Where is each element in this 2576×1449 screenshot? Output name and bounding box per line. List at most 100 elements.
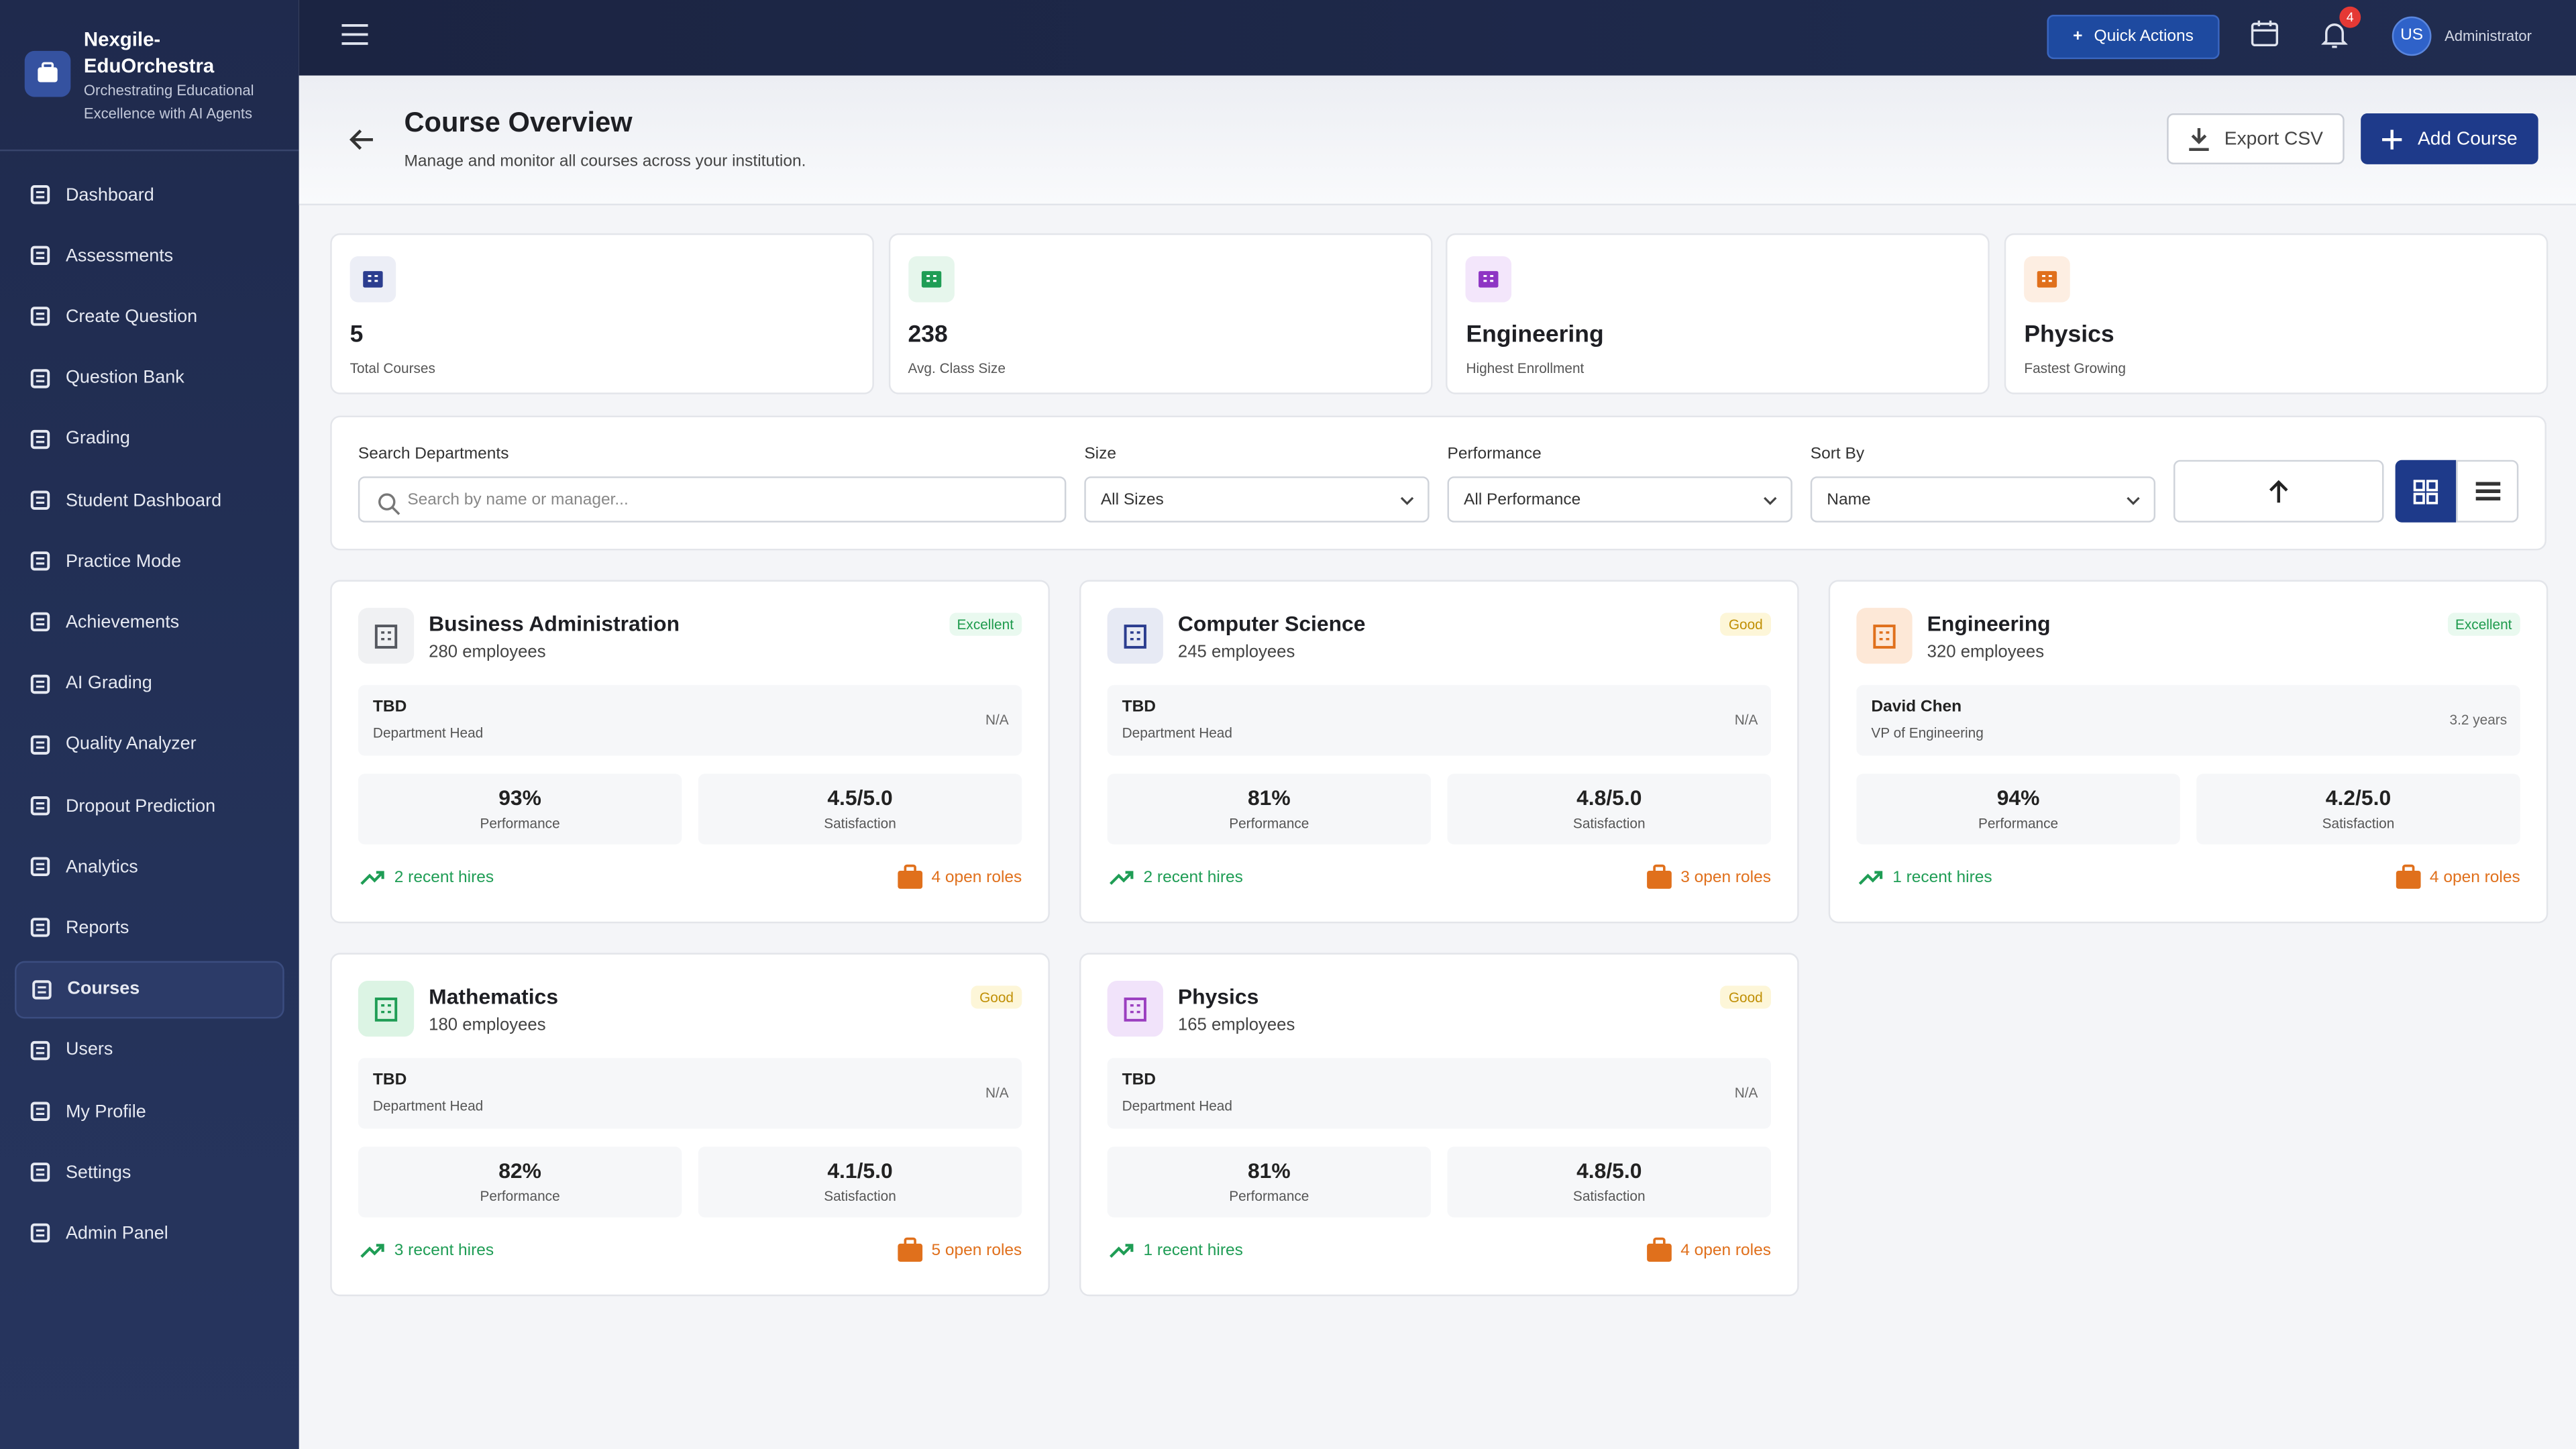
open-roles: 3 open roles: [1646, 864, 1771, 890]
sort-value: Name: [1827, 490, 1871, 508]
size-select[interactable]: All Sizes: [1084, 476, 1430, 523]
stat-icon: [1466, 256, 1513, 303]
nav-item[interactable]: Question Bank: [15, 350, 284, 407]
nav-icon: [30, 429, 50, 449]
list-view-button[interactable]: [2456, 460, 2519, 523]
performance-value: 81%: [1247, 785, 1291, 810]
trend-icon: [1858, 871, 1883, 885]
course-employees: 280 employees: [429, 642, 546, 662]
nav-item[interactable]: Dropout Prediction: [15, 777, 284, 835]
roles-label: 5 open roles: [931, 1241, 1022, 1260]
plus-icon: +: [2073, 28, 2083, 46]
nav-icon: [30, 246, 50, 266]
nav-item[interactable]: Achievements: [15, 594, 284, 651]
performance-select[interactable]: All Performance: [1447, 476, 1792, 523]
user-role: Administrator: [2445, 28, 2532, 45]
nav-item[interactable]: Assessments: [15, 227, 284, 284]
head-box: TBD Department Head N/A: [358, 685, 1022, 756]
nav-item[interactable]: Quality Analyzer: [15, 716, 284, 773]
performance-metric: 82% Performance: [358, 1146, 682, 1218]
performance-value: 94%: [1996, 785, 2040, 810]
recent-hires: 1 recent hires: [1109, 1240, 1243, 1260]
divider: [0, 149, 299, 152]
nav-item[interactable]: Admin Panel: [15, 1205, 284, 1263]
nav-item[interactable]: AI Grading: [15, 655, 284, 712]
hires-label: 3 recent hires: [394, 1241, 494, 1260]
avatar[interactable]: US: [2392, 16, 2432, 56]
nav-item[interactable]: Users: [15, 1022, 284, 1079]
course-card[interactable]: Business Administration 280 employees Exce…: [330, 580, 1050, 924]
nav-icon: [30, 796, 50, 816]
performance-label: Performance: [1229, 1187, 1309, 1205]
stat-icon: [908, 256, 955, 303]
head-tenure: N/A: [1734, 1084, 1758, 1101]
sort-select[interactable]: Name: [1810, 476, 2156, 523]
nav-item[interactable]: Analytics: [15, 838, 284, 896]
nav-item[interactable]: Dashboard: [15, 166, 284, 223]
add-label: Add Course: [2417, 129, 2518, 149]
stat-card: Physics Fastest Growing: [2004, 233, 2548, 394]
stat-card: 238 Avg. Class Size: [888, 233, 1432, 394]
brand-name: Nexgile-EduOrchestra: [83, 28, 215, 78]
export-csv-button[interactable]: Export CSV: [2167, 113, 2345, 164]
list-icon: [2475, 482, 2500, 500]
stat-label: Avg. Class Size: [908, 360, 1006, 376]
performance-label: Performance: [480, 1187, 560, 1205]
nav-item[interactable]: Reports: [15, 900, 284, 957]
sort-label: Sort By: [1810, 445, 1865, 464]
performance-label: Performance: [1229, 814, 1309, 832]
trend-icon: [360, 1244, 384, 1258]
nav-item[interactable]: Student Dashboard: [15, 472, 284, 529]
open-roles: 4 open roles: [897, 864, 1022, 890]
nav-icon: [30, 674, 50, 694]
open-roles: 5 open roles: [897, 1237, 1022, 1263]
menu-button[interactable]: [341, 23, 368, 46]
size-label: Size: [1084, 445, 1116, 464]
performance-value: 93%: [498, 785, 541, 810]
grid-view-button[interactable]: [2395, 460, 2457, 523]
nav-icon: [30, 1040, 50, 1060]
nav-label: Achievements: [65, 612, 180, 633]
stat-label: Fastest Growing: [2024, 360, 2126, 376]
briefcase-icon: [1646, 864, 1672, 889]
satisfaction-label: Satisfaction: [1572, 814, 1646, 832]
quick-actions-button[interactable]: + Quick Actions: [2047, 15, 2220, 60]
nav-item[interactable]: Courses: [15, 960, 284, 1018]
stat-value: Engineering: [1466, 322, 1604, 349]
stat-icon: [350, 256, 396, 303]
nav-item[interactable]: Grading: [15, 411, 284, 468]
chevron: [2127, 496, 2140, 505]
sort-direction-button[interactable]: [2174, 460, 2384, 523]
course-name: Mathematics: [429, 983, 559, 1009]
nav-item[interactable]: My Profile: [15, 1083, 284, 1140]
add-course-button[interactable]: Add Course: [2361, 113, 2538, 164]
brand-tagline: Orchestrating Educational Excellence wit…: [83, 82, 254, 121]
course-card[interactable]: Mathematics 180 employees Good TBD Departmen…: [330, 953, 1050, 1297]
nav-label: My Profile: [65, 1102, 146, 1122]
stat-icon: [2024, 256, 2070, 303]
nav-item[interactable]: Settings: [15, 1144, 284, 1201]
back-button[interactable]: [348, 128, 374, 151]
nav-label: Analytics: [65, 857, 138, 877]
recent-hires: 3 recent hires: [360, 1240, 494, 1260]
calendar-button[interactable]: [2251, 19, 2279, 48]
performance-label: Performance: [1978, 814, 2059, 832]
hires-label: 2 recent hires: [394, 868, 494, 887]
nav-item[interactable]: Practice Mode: [15, 533, 284, 590]
search-input[interactable]: Search by name or manager...: [358, 476, 1067, 523]
performance-label: Performance: [480, 814, 560, 832]
course-icon: [1107, 608, 1163, 664]
course-card[interactable]: Physics 165 employees Good TBD Department He…: [1079, 953, 1799, 1297]
course-card[interactable]: Computer Science 245 employees Good TBD Depa…: [1079, 580, 1799, 924]
head-role: Department Head: [372, 724, 484, 741]
notifications-button[interactable]: [2321, 19, 2348, 49]
nav-item[interactable]: Create Question: [15, 288, 284, 346]
performance-value: 82%: [498, 1158, 541, 1183]
icon: [1873, 625, 1896, 649]
briefcase-icon: [898, 1237, 922, 1262]
page-header: Course Overview Manage and monitor all c…: [299, 75, 2576, 206]
course-card[interactable]: Engineering 320 employees Excellent David C…: [1828, 580, 2548, 924]
page-subtitle: Manage and monitor all courses across yo…: [404, 152, 806, 171]
hires-label: 2 recent hires: [1143, 868, 1243, 887]
